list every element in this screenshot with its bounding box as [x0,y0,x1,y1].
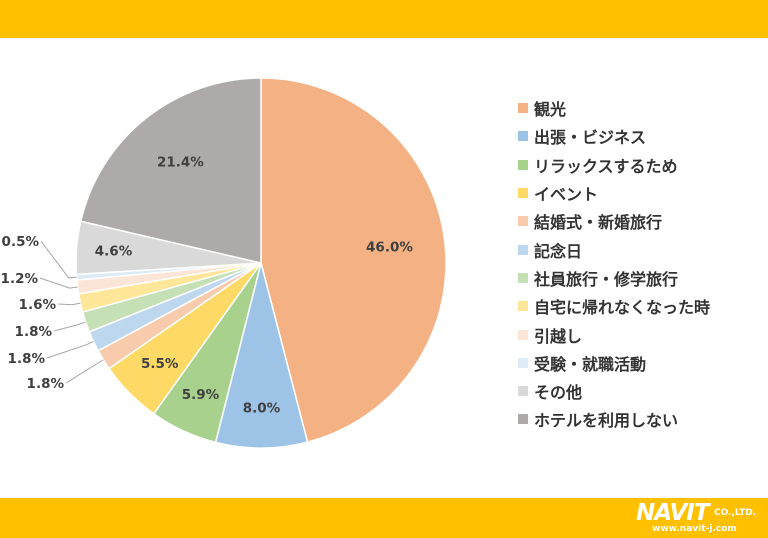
bottom-banner [0,498,768,538]
data-label-11: 21.4% [157,155,204,171]
legend-label: 受験・就職活動 [534,354,647,374]
legend-label: 引越し [534,326,583,346]
legend-item: 引越し [518,320,710,348]
leader-line-8 [39,277,78,289]
legend-label: 自宅に帰れなくなった時 [534,298,711,318]
legend-item: 社員旅行・修学旅行 [518,264,710,292]
data-label-1: 8.0% [243,400,281,416]
legend-item: その他 [518,377,710,405]
legend-item: 出張・ビジネス [518,122,710,150]
legend-label: イベント [534,185,599,205]
logo-url: www.navit-j.com [652,524,737,534]
top-banner [0,0,768,38]
legend-item: 記念日 [518,235,710,263]
legend-label: 結婚式・新婚旅行 [534,213,663,233]
data-label-10: 4.6% [95,244,133,260]
data-label-6: 1.8% [15,324,53,340]
legend-label: その他 [534,383,583,403]
legend-label: 観光 [534,100,567,120]
legend-swatch [518,357,528,368]
pie-slice-11 [79,77,262,264]
legend-swatch [518,329,528,340]
data-label-3: 5.5% [141,356,179,372]
legend-label: ホテルを利用しない [534,411,679,431]
pie-slice-0 [260,77,447,443]
legend-swatch [518,301,528,312]
legend-label: 出張・ビジネス [534,128,647,148]
legend-swatch [518,159,528,170]
pie-slice-1 [214,262,309,449]
data-label-0: 46.0% [366,240,413,256]
legend-item: ホテルを利用しない [518,405,710,433]
legend-swatch [518,244,528,255]
legend-item: 観光 [518,94,710,122]
pie-chart: 46.0% 8.0% 5.9%5.5% 1.8% 1.8% 1.8% 1.6% 1.2% 0.5… [1,77,447,449]
legend-swatch [518,103,528,114]
data-label-7: 1.6% [19,297,57,313]
legend-swatch [518,272,528,283]
leader-line-7 [57,302,81,306]
leader-line-6 [53,321,86,332]
chart-legend: 観光出張・ビジネスリラックスするため イベント結婚式・新婚旅行 記念日社員旅行・修学… [518,94,710,434]
legend-swatch [518,131,528,142]
legend-swatch [518,188,528,199]
logo-brand: NAVIT [636,500,710,526]
legend-item: 自宅に帰れなくなった時 [518,292,710,320]
navit-logo: NAVIT CO.,LTD. www.navit-j.com [636,500,762,536]
data-label-9: 0.5% [2,234,40,250]
logo-company: CO.,LTD. [714,508,757,518]
leader-line-4 [65,359,104,384]
legend-item: リラックスするため [518,151,710,179]
legend-label: 社員旅行・修学旅行 [534,269,679,289]
legend-swatch [518,414,528,425]
legend-label: リラックスするため [534,156,678,176]
legend-swatch [518,386,528,397]
data-label-8: 1.2% [1,271,39,287]
legend-item: イベント [518,179,710,207]
data-label-2: 5.9% [182,387,220,403]
leader-line-5 [46,340,94,359]
data-label-5: 1.8% [8,351,46,367]
legend-label: 記念日 [534,241,583,261]
legend-item: 受験・就職活動 [518,349,710,377]
legend-swatch [518,216,528,227]
leader-line-9 [40,240,77,279]
data-label-4: 1.8% [27,376,65,392]
legend-item: 結婚式・新婚旅行 [518,207,710,235]
